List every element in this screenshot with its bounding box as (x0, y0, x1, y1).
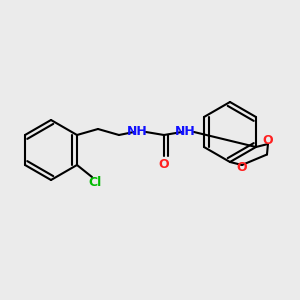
Text: O: O (159, 158, 169, 172)
Text: O: O (237, 161, 247, 175)
Text: O: O (262, 134, 273, 148)
Text: Cl: Cl (88, 176, 102, 190)
Text: NH: NH (175, 125, 195, 139)
Text: NH: NH (127, 125, 147, 139)
